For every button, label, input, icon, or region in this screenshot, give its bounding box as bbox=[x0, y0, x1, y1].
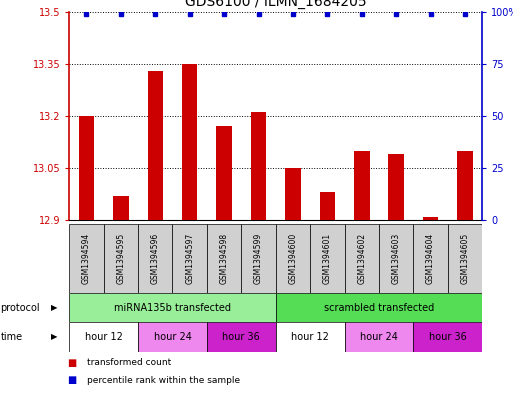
Bar bbox=[345, 322, 413, 352]
Text: hour 24: hour 24 bbox=[360, 332, 398, 342]
Text: GSM1394597: GSM1394597 bbox=[185, 233, 194, 284]
Text: GSM1394594: GSM1394594 bbox=[82, 233, 91, 284]
Bar bbox=[457, 151, 473, 220]
Bar bbox=[320, 192, 335, 220]
Bar bbox=[275, 322, 345, 352]
Bar bbox=[182, 64, 198, 220]
Text: hour 24: hour 24 bbox=[153, 332, 191, 342]
Bar bbox=[138, 322, 207, 352]
Bar bbox=[345, 224, 379, 293]
Text: hour 12: hour 12 bbox=[85, 332, 123, 342]
Text: GSM1394603: GSM1394603 bbox=[392, 233, 401, 284]
Bar bbox=[448, 224, 482, 293]
Bar bbox=[113, 196, 129, 220]
Bar bbox=[310, 224, 345, 293]
Text: GSM1394602: GSM1394602 bbox=[357, 233, 366, 284]
Text: ■: ■ bbox=[67, 375, 76, 385]
Bar bbox=[207, 224, 241, 293]
Bar bbox=[241, 224, 275, 293]
Text: hour 36: hour 36 bbox=[429, 332, 467, 342]
Bar bbox=[388, 154, 404, 220]
Text: scrambled transfected: scrambled transfected bbox=[324, 303, 434, 312]
Text: GSM1394598: GSM1394598 bbox=[220, 233, 229, 284]
Text: GSM1394596: GSM1394596 bbox=[151, 233, 160, 284]
Text: protocol: protocol bbox=[1, 303, 40, 312]
Text: GSM1394600: GSM1394600 bbox=[288, 233, 298, 284]
Text: GSM1394601: GSM1394601 bbox=[323, 233, 332, 284]
Text: ■: ■ bbox=[67, 358, 76, 367]
Bar bbox=[69, 322, 138, 352]
Text: GSM1394599: GSM1394599 bbox=[254, 233, 263, 284]
Bar bbox=[69, 224, 104, 293]
Bar bbox=[275, 293, 482, 322]
Text: hour 12: hour 12 bbox=[291, 332, 329, 342]
Bar bbox=[69, 293, 275, 322]
Text: GSM1394604: GSM1394604 bbox=[426, 233, 435, 284]
Text: time: time bbox=[1, 332, 23, 342]
Text: percentile rank within the sample: percentile rank within the sample bbox=[87, 376, 240, 385]
Bar bbox=[251, 112, 266, 220]
Bar bbox=[423, 217, 438, 220]
Title: GDS6100 / ILMN_1684205: GDS6100 / ILMN_1684205 bbox=[185, 0, 367, 9]
Bar bbox=[379, 224, 413, 293]
Bar bbox=[285, 168, 301, 220]
Bar bbox=[354, 151, 369, 220]
Bar bbox=[138, 224, 172, 293]
Bar bbox=[275, 224, 310, 293]
Text: GSM1394605: GSM1394605 bbox=[461, 233, 469, 284]
Text: ▶: ▶ bbox=[51, 303, 57, 312]
Bar bbox=[172, 224, 207, 293]
Text: transformed count: transformed count bbox=[87, 358, 171, 367]
Text: hour 36: hour 36 bbox=[223, 332, 260, 342]
Text: ▶: ▶ bbox=[51, 332, 57, 342]
Bar bbox=[104, 224, 138, 293]
Bar bbox=[413, 322, 482, 352]
Bar bbox=[216, 127, 232, 220]
Text: GSM1394595: GSM1394595 bbox=[116, 233, 125, 284]
Bar bbox=[207, 322, 275, 352]
Text: miRNA135b transfected: miRNA135b transfected bbox=[114, 303, 231, 312]
Bar bbox=[148, 71, 163, 220]
Bar bbox=[78, 116, 94, 220]
Bar bbox=[413, 224, 448, 293]
